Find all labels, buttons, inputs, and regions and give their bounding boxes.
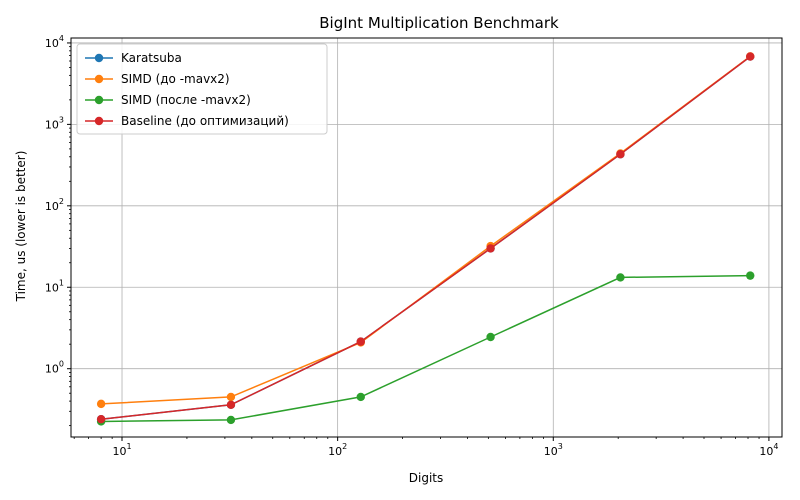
- y-tick-label-base: 10: [45, 363, 59, 376]
- x-tick-label-exponent: 4: [773, 442, 778, 451]
- legend-box: [76, 43, 328, 135]
- legend-swatch-marker: [94, 53, 104, 63]
- y-tick-label-exponent: 1: [59, 278, 64, 287]
- x-tick-label: 103: [544, 442, 563, 458]
- y-tick-label-base: 10: [45, 200, 59, 213]
- x-tick-label-exponent: 2: [342, 442, 347, 451]
- data-point: [226, 415, 236, 425]
- legend-label: SIMD (после -mavx2): [121, 93, 251, 107]
- y-tick-label-exponent: 4: [59, 34, 64, 43]
- y-tick-label: 100: [45, 360, 64, 376]
- x-tick-label: 104: [759, 442, 778, 458]
- grid-lines: [71, 38, 782, 437]
- data-point: [616, 150, 625, 159]
- x-tick-label-base: 10: [328, 445, 342, 458]
- x-axis-label: Digits: [409, 471, 443, 485]
- y-tick-label-exponent: 2: [59, 197, 64, 206]
- data-point: [486, 332, 495, 342]
- legend-swatch-marker: [94, 116, 104, 126]
- data-point: [356, 392, 365, 402]
- y-tick-label: 101: [45, 278, 64, 294]
- data-point: [96, 399, 106, 409]
- x-tick-label-base: 10: [544, 445, 558, 458]
- data-point: [96, 414, 106, 424]
- legend-label: Baseline (до оптимизаций): [121, 114, 289, 128]
- legend-item: Karatsuba: [85, 51, 182, 65]
- data-point: [226, 400, 236, 410]
- legend-item: SIMD (после -mavx2): [85, 93, 251, 107]
- data-point: [746, 52, 755, 61]
- data-point: [356, 337, 365, 346]
- chart-title: BigInt Multiplication Benchmark: [319, 14, 559, 32]
- x-tick-label: 102: [328, 442, 347, 458]
- y-tick-label: 104: [45, 34, 64, 50]
- x-tick-label: 101: [112, 442, 131, 458]
- legend: Karatsuba SIMD (до -mavx2) SIMD (после -ma…: [76, 43, 328, 135]
- y-tick-label-exponent: 3: [59, 115, 64, 124]
- legend-swatch-marker: [94, 95, 104, 105]
- legend-swatch-marker: [94, 74, 104, 84]
- y-tick-label-base: 10: [45, 37, 59, 50]
- series-layer: [96, 52, 755, 426]
- y-axis-label: Time, us (lower is better): [14, 151, 28, 303]
- data-point: [746, 271, 755, 280]
- y-tick-label-base: 10: [45, 281, 59, 294]
- x-tick-label-base: 10: [759, 445, 773, 458]
- data-point: [226, 392, 236, 402]
- plot-frame: [70, 37, 783, 438]
- series-3: [96, 52, 755, 424]
- y-tick-label: 103: [45, 115, 64, 131]
- legend-label: Karatsuba: [121, 51, 182, 65]
- y-tick-label: 102: [45, 197, 64, 213]
- legend-label: SIMD (до -mavx2): [121, 72, 230, 86]
- series-line: [101, 274, 751, 423]
- y-tick-label-exponent: 0: [59, 360, 64, 369]
- data-point: [616, 273, 625, 282]
- x-tick-label-exponent: 1: [126, 442, 131, 451]
- data-point: [486, 244, 495, 253]
- x-tick-label-exponent: 3: [558, 442, 563, 451]
- x-tick-label-base: 10: [112, 445, 126, 458]
- series-line: [101, 56, 751, 420]
- y-tick-label-base: 10: [45, 118, 59, 131]
- series-2: [96, 271, 755, 426]
- legend-item: SIMD (до -mavx2): [85, 72, 230, 86]
- legend-item: Baseline (до оптимизаций): [85, 114, 289, 128]
